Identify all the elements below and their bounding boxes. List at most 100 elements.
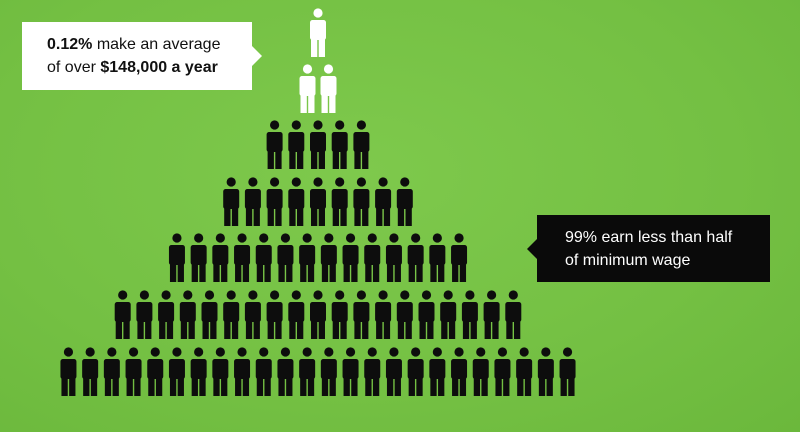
head <box>508 290 518 300</box>
person-icon <box>407 233 424 282</box>
torso <box>331 302 348 322</box>
leg <box>397 320 405 339</box>
head <box>345 347 356 357</box>
torso <box>234 245 251 265</box>
leg <box>300 377 307 396</box>
person-icon <box>537 347 554 396</box>
highlight: $148,000 a year <box>100 59 218 76</box>
person-icon <box>266 177 283 226</box>
leg <box>473 377 481 396</box>
leg <box>235 263 242 282</box>
person-icon <box>516 347 533 396</box>
leg <box>492 320 499 339</box>
head <box>378 177 388 187</box>
head <box>324 347 334 357</box>
person-icon <box>255 347 272 396</box>
person-icon <box>158 290 175 339</box>
leg <box>191 263 198 282</box>
person-icon <box>385 233 402 282</box>
torso <box>288 189 305 209</box>
person-icon <box>114 290 131 339</box>
leg <box>430 377 437 396</box>
leg <box>199 263 206 282</box>
head <box>139 290 149 300</box>
leg <box>408 263 415 282</box>
torso <box>266 132 283 152</box>
leg <box>332 320 339 339</box>
torso <box>201 302 218 322</box>
leg <box>362 207 369 226</box>
leg <box>300 94 307 113</box>
leg <box>145 320 152 339</box>
torso <box>277 359 294 379</box>
leg <box>332 207 339 226</box>
leg <box>354 320 361 339</box>
leg <box>405 320 412 339</box>
leg <box>177 263 184 282</box>
head <box>389 347 399 357</box>
leg <box>448 320 456 339</box>
leg <box>351 377 358 396</box>
person-icon <box>440 290 457 339</box>
leg <box>267 320 274 339</box>
person-icon <box>277 347 294 396</box>
leg <box>289 207 296 226</box>
leg <box>386 377 394 396</box>
torso <box>320 245 337 265</box>
leg <box>351 263 358 282</box>
person-icon <box>103 347 120 396</box>
person-icon <box>310 120 326 169</box>
callout-line: of over $148,000 a year <box>47 56 252 79</box>
leg <box>112 377 119 396</box>
leg <box>275 150 282 169</box>
torso <box>483 302 500 322</box>
leg <box>321 377 329 396</box>
person-icon <box>234 233 251 282</box>
leg <box>546 377 553 396</box>
leg <box>372 377 380 396</box>
leg <box>297 320 304 339</box>
person-icon <box>60 347 77 396</box>
leg <box>503 377 510 396</box>
head <box>421 290 432 300</box>
head <box>541 347 551 357</box>
torso <box>375 189 392 209</box>
person-icon <box>331 290 348 339</box>
head <box>118 290 128 300</box>
head <box>280 347 291 357</box>
torso <box>299 76 316 96</box>
leg <box>397 207 405 226</box>
leg <box>362 150 369 169</box>
leg <box>83 377 90 396</box>
torso <box>429 359 446 379</box>
torso <box>320 359 337 379</box>
leg <box>376 207 383 226</box>
person-icon <box>190 347 207 396</box>
torso <box>299 245 316 265</box>
leg <box>256 377 264 396</box>
leg <box>452 377 459 396</box>
leg <box>517 377 524 396</box>
leg <box>311 150 318 169</box>
torso <box>60 359 77 379</box>
leg <box>383 207 391 226</box>
leg <box>354 207 361 226</box>
head <box>172 233 182 243</box>
torso <box>353 132 370 152</box>
torso <box>136 302 153 322</box>
head <box>270 290 280 300</box>
leg <box>69 377 76 396</box>
leg <box>166 320 174 339</box>
head <box>291 290 301 300</box>
leg <box>137 320 144 339</box>
head <box>302 233 312 243</box>
leg <box>123 320 130 339</box>
torso <box>537 359 554 379</box>
head <box>476 347 486 357</box>
head <box>63 347 74 357</box>
leg <box>286 377 293 396</box>
person-icon <box>266 120 283 169</box>
person-icon <box>396 290 413 339</box>
leg <box>340 320 347 339</box>
leg <box>148 377 155 396</box>
